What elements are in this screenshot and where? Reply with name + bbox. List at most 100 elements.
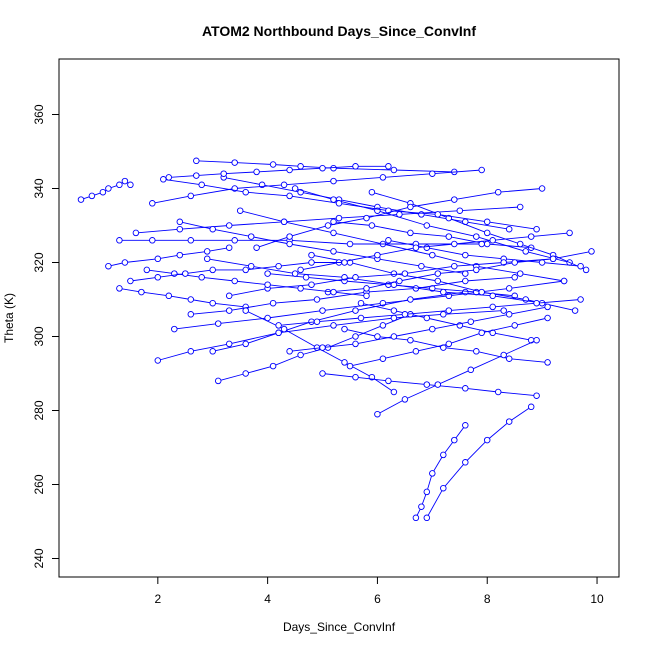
data-point-23-4 (231, 237, 238, 244)
data-point-4-3 (225, 340, 233, 348)
data-point-31-4 (352, 274, 359, 281)
data-point-22-5 (505, 418, 513, 425)
data-point-36-6 (511, 259, 518, 266)
data-point-34-4 (390, 333, 398, 340)
plot-marks (77, 157, 595, 522)
data-point-40-5 (242, 266, 249, 274)
data-point-1-4 (105, 185, 112, 192)
data-point-14-3 (385, 377, 392, 385)
data-point-3-1 (116, 285, 123, 292)
data-point-6-1 (193, 157, 200, 165)
data-point-33-5 (445, 307, 453, 314)
data-point-26-3 (242, 188, 249, 196)
data-point-37-1 (346, 362, 354, 370)
data-point-27-1 (176, 218, 184, 226)
data-point-36-7 (549, 255, 557, 263)
data-point-40-8 (341, 259, 348, 266)
data-point-24-3 (225, 222, 233, 229)
series-line-5 (174, 280, 565, 330)
data-point-2-4 (176, 251, 184, 259)
data-point-35-8 (566, 229, 573, 237)
data-point-37-4 (445, 340, 453, 348)
data-point-10-6 (390, 388, 398, 396)
series-line-4 (157, 310, 504, 361)
x-tick-label-6: 6 (374, 592, 381, 606)
y-tick-label-360: 360 (32, 104, 46, 124)
data-point-40-7 (308, 259, 315, 266)
data-point-26-2 (198, 181, 205, 189)
series-line-36 (327, 250, 592, 293)
data-point-2-2 (121, 259, 129, 266)
data-point-40-2 (154, 274, 162, 281)
data-point-16-2 (374, 333, 381, 340)
data-point-1-6 (121, 177, 129, 185)
series-line-32 (256, 188, 543, 249)
data-point-6-5 (330, 164, 337, 172)
data-point-25-4 (280, 181, 288, 189)
data-point-23-1 (116, 237, 123, 244)
data-point-38-6 (319, 164, 326, 172)
data-point-5-4 (319, 307, 326, 314)
data-point-15-2 (368, 222, 376, 229)
data-point-30-3 (269, 362, 277, 370)
data-point-14-7 (533, 392, 540, 399)
data-point-3-4 (187, 296, 195, 303)
data-point-3-2 (138, 288, 145, 296)
data-point-15-3 (407, 229, 414, 237)
series-line-29 (207, 258, 543, 304)
data-point-29-7 (489, 292, 496, 300)
data-point-23-8 (478, 240, 485, 248)
data-point-29-2 (247, 262, 255, 270)
data-point-35-7 (527, 233, 535, 240)
series-line-20 (388, 239, 581, 267)
data-point-15-5 (483, 240, 491, 248)
chart-title: ATOM2 Northbound Days_Since_ConvInf (202, 23, 476, 39)
x-axis-label: Days_Since_ConvInf (283, 620, 396, 634)
data-point-11-1 (264, 270, 271, 277)
data-point-4-2 (187, 348, 195, 355)
y-tick-label-280: 280 (32, 400, 46, 420)
data-point-38-5 (286, 166, 293, 174)
data-point-1-2 (88, 192, 96, 200)
series-line-30 (218, 313, 411, 382)
data-point-22-1 (423, 514, 431, 522)
data-point-28-1 (187, 311, 195, 318)
data-point-37-7 (544, 314, 551, 322)
data-point-34-1 (286, 348, 293, 355)
data-point-27-2 (209, 225, 216, 233)
data-point-6-4 (297, 163, 304, 170)
data-point-7-1 (209, 348, 216, 355)
data-point-19-6 (533, 336, 540, 344)
data-point-13-4 (434, 277, 442, 285)
data-point-27-5 (330, 248, 337, 255)
data-point-34-5 (429, 325, 436, 333)
data-point-13-3 (390, 270, 398, 277)
data-point-32-7 (494, 188, 502, 196)
data-point-9-3 (330, 229, 337, 237)
data-point-4-7 (440, 311, 447, 318)
plot-frame (58, 58, 620, 578)
series-line-3 (119, 287, 246, 308)
series-line-34 (289, 306, 548, 352)
series-line-27 (179, 221, 466, 275)
data-point-14-2 (352, 373, 359, 381)
data-point-25-2 (187, 192, 195, 200)
data-point-21-2 (418, 503, 425, 510)
y-tick-label-340: 340 (32, 178, 46, 198)
data-point-40-4 (209, 266, 216, 274)
data-point-10-4 (341, 359, 348, 366)
data-point-27-7 (418, 262, 425, 270)
series-line-33 (278, 299, 581, 326)
data-point-35-5 (451, 240, 458, 248)
data-point-13-5 (478, 288, 485, 296)
data-point-38-3 (220, 170, 227, 177)
data-point-32-3 (324, 222, 332, 229)
data-point-39-5 (264, 281, 271, 288)
data-point-18-7 (582, 266, 590, 274)
data-point-7-2 (242, 340, 249, 348)
data-point-1-5 (116, 181, 123, 189)
y-tick-label-300: 300 (32, 326, 46, 346)
data-point-10-2 (280, 325, 288, 333)
